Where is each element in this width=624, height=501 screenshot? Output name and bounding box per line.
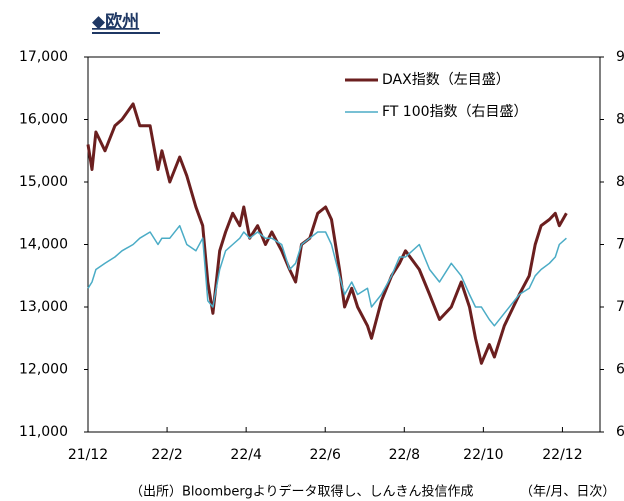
y-tick-label: 15,000: [19, 174, 68, 190]
y-tick-label: 16,000: [19, 112, 68, 128]
y-tick-label: 12,000: [19, 362, 68, 378]
x-tick-label: 22/2: [151, 447, 182, 463]
legend-label: DAX指数（左目盛）: [382, 72, 510, 88]
x-tick-label: 22/12: [542, 447, 582, 463]
x-tick-label: 22/4: [230, 447, 262, 463]
source-note: （出所）Bloombergよりデータ取得し、しんきん投信作成: [130, 484, 473, 500]
x-tick-label: 22/10: [463, 447, 503, 463]
x-tick-label: 21/12: [68, 447, 108, 463]
series-line: [86, 102, 568, 365]
x-tick-label: 22/8: [389, 447, 420, 463]
x-axis-label: （年/月、日次）: [520, 484, 615, 500]
y2-tick-label: 8,500: [616, 112, 624, 128]
y2-tick-label: 7,000: [616, 299, 624, 315]
y2-tick-label: 9,000: [616, 49, 624, 65]
y2-tick-label: 6,000: [616, 424, 624, 440]
y-tick-label: 11,000: [19, 424, 68, 440]
legend-label: FT 100指数（右目盛）: [382, 104, 528, 120]
chart-title: ◆欧州: [92, 11, 139, 32]
series-line: [87, 224, 567, 327]
y2-tick-label: 8,000: [616, 174, 624, 190]
y-tick-label: 14,000: [19, 237, 68, 253]
y2-tick-label: 7,500: [616, 237, 624, 253]
y2-tick-label: 6,500: [616, 362, 624, 378]
y-tick-label: 17,000: [19, 49, 68, 65]
y-tick-label: 13,000: [19, 299, 68, 315]
x-tick-label: 22/6: [309, 447, 341, 463]
